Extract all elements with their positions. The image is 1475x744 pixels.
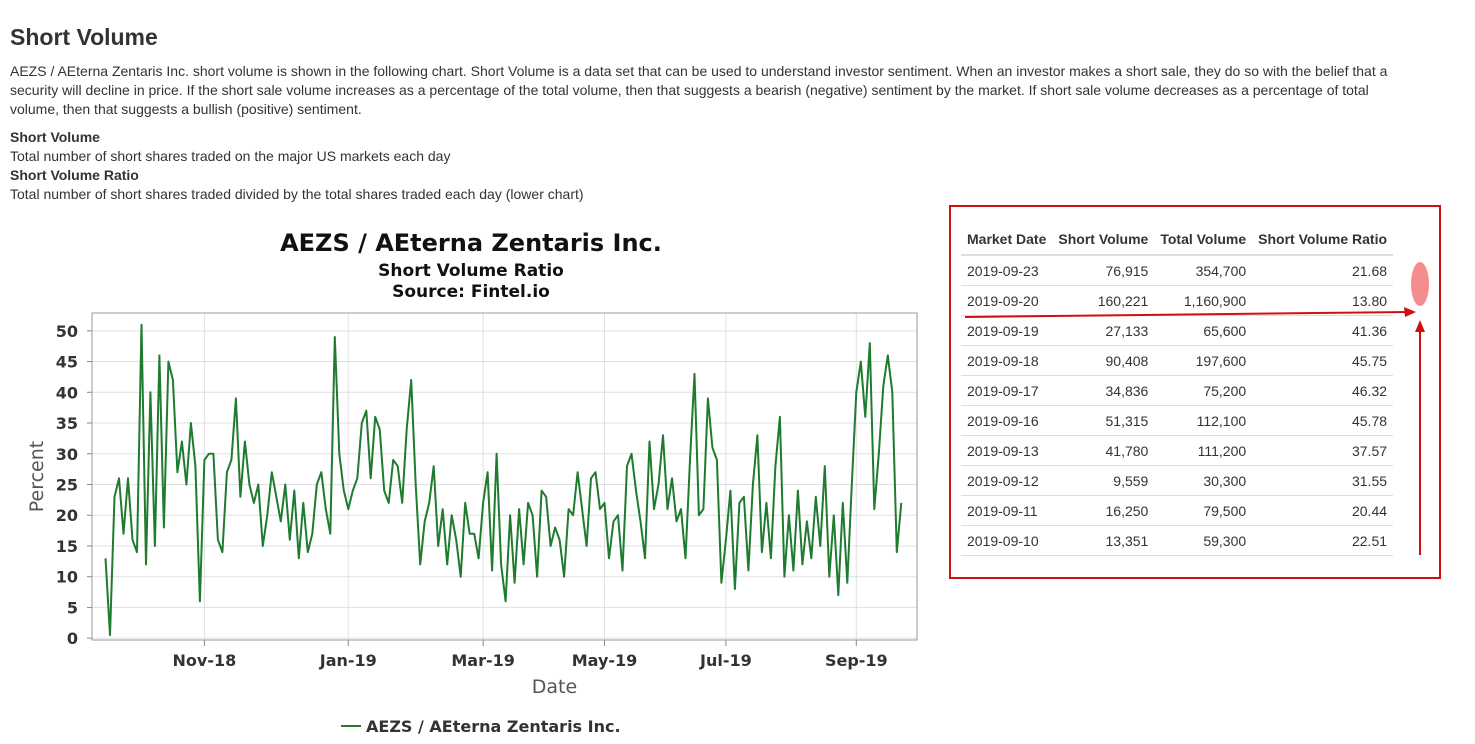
definition-term: Short Volume Ratio — [10, 167, 139, 183]
table-cell: 65,600 — [1154, 315, 1253, 346]
table-cell: 354,700 — [1154, 255, 1253, 286]
y-tick-label: 0 — [67, 629, 78, 648]
table-row: 2019-09-13 41,780 111,200 37.57 — [961, 435, 1394, 466]
table-cell: 31.55 — [1252, 465, 1394, 496]
table-cell: 20.44 — [1252, 495, 1394, 526]
table-cell: 45.75 — [1252, 345, 1394, 376]
data-line — [104, 323, 903, 637]
arrow-line — [964, 311, 1409, 318]
x-axis-label: Date — [532, 676, 577, 698]
y-tick-label: 35 — [56, 414, 78, 433]
column-header: Market Date — [961, 224, 1053, 256]
table-row: 2019-09-16 51,315 112,100 45.78 — [961, 405, 1394, 436]
table-cell: 37.57 — [1252, 435, 1394, 466]
definition: Short Volume Ratio Total number of short… — [10, 166, 584, 204]
table-cell: 45.78 — [1252, 405, 1394, 436]
header-row: Market Date Short Volume Total Volume Short… — [961, 224, 1394, 256]
table-cell: 2019-09-20 — [961, 285, 1053, 316]
table-cell: 2019-09-19 — [961, 315, 1053, 346]
y-tick-label: 25 — [56, 475, 78, 494]
table-cell: 2019-09-13 — [961, 435, 1053, 466]
arrow-head — [1404, 307, 1416, 317]
legend-label: AEZS / AEterna Zentaris Inc. — [366, 717, 621, 736]
table-cell: 34,836 — [1052, 375, 1155, 406]
y-tick-label: 5 — [67, 598, 78, 617]
table-cell: 2019-09-12 — [961, 465, 1053, 496]
intro-text: AEZS / AEterna Zentaris Inc. short volum… — [10, 63, 1388, 117]
table-cell: 21.68 — [1252, 255, 1394, 286]
table-row: 2019-09-17 34,836 75,200 46.32 — [961, 375, 1394, 406]
section-title: Short Volume — [10, 24, 158, 50]
table-row: 2019-09-12 9,559 30,300 31.55 — [961, 465, 1394, 496]
x-tick-label: Mar-19 — [451, 651, 515, 670]
column-header: Short Volume Ratio — [1252, 224, 1394, 256]
y-tick-label: 10 — [56, 568, 78, 587]
table-row: 2019-09-23 76,915 354,700 21.68 — [961, 255, 1394, 286]
table-cell: 51,315 — [1052, 405, 1155, 436]
table-cell: 90,408 — [1052, 345, 1155, 376]
y-tick-label: 30 — [56, 445, 78, 464]
y-tick-label: 45 — [56, 353, 78, 372]
table-cell: 2019-09-23 — [961, 255, 1053, 286]
table-cell: 13,351 — [1052, 525, 1155, 556]
table-cell: 16,250 — [1052, 495, 1155, 526]
table-cell: 27,133 — [1052, 315, 1155, 346]
highlight-box — [949, 205, 1441, 579]
definition-term: Short Volume — [10, 129, 100, 145]
table-cell: 9,559 — [1052, 465, 1155, 496]
column-header: Total Volume — [1154, 224, 1253, 256]
table-row: 2019-09-18 90,408 197,600 45.75 — [961, 345, 1394, 376]
table-cell: 59,300 — [1154, 525, 1253, 556]
y-tick-label: 15 — [56, 537, 78, 556]
chart-title: AEZS / AEterna Zentaris Inc. — [280, 229, 662, 257]
annotations — [964, 262, 1429, 555]
x-tick-label: Jul-19 — [699, 651, 752, 670]
table-row: 2019-09-10 13,351 59,300 22.51 — [961, 525, 1394, 556]
table-cell: 2019-09-18 — [961, 345, 1053, 376]
table-cell: 41.36 — [1252, 315, 1394, 346]
table-cell: 46.32 — [1252, 375, 1394, 406]
table-cell: 1,160,900 — [1154, 285, 1253, 316]
highlight-mark — [1411, 262, 1429, 306]
definition-text: Total number of short shares traded on t… — [10, 148, 451, 164]
y-axis-label: Percent — [26, 441, 48, 513]
arrow-head — [1415, 320, 1425, 332]
chart-subtitle: Source: Fintel.io — [392, 282, 550, 302]
table-cell: 79,500 — [1154, 495, 1253, 526]
y-tick-label: 50 — [56, 322, 78, 341]
table-row: 2019-09-20 160,221 1,160,900 13.80 — [961, 285, 1394, 316]
y-tick-label: 20 — [56, 506, 78, 525]
chart-subtitle: Short Volume Ratio — [378, 261, 564, 281]
x-tick-label: May-19 — [572, 651, 638, 670]
table-body: 2019-09-23 76,915 354,700 21.68 2019-09-20 16… — [961, 255, 1394, 556]
definition: Short Volume Total number of short share… — [10, 128, 450, 166]
plot-border — [91, 312, 918, 641]
table-cell: 2019-09-16 — [961, 405, 1053, 436]
table-cell: 2019-09-17 — [961, 375, 1053, 406]
table-cell: 111,200 — [1154, 435, 1253, 466]
table-cell: 22.51 — [1252, 525, 1394, 556]
table-cell: 197,600 — [1154, 345, 1253, 376]
table-row: 2019-09-11 16,250 79,500 20.44 — [961, 495, 1394, 526]
chart: AEZS / AEterna Zentaris Inc. Short Volume… — [26, 229, 918, 736]
table-row: 2019-09-19 27,133 65,600 41.36 — [961, 315, 1394, 346]
table-cell: 75,200 — [1154, 375, 1253, 406]
x-tick-label: Jan-19 — [319, 651, 377, 670]
table-cell: 76,915 — [1052, 255, 1155, 286]
x-tick-label: Sep-19 — [825, 651, 888, 670]
short-volume-table: Market Date Short Volume Total Volume Short… — [961, 224, 1394, 556]
table-cell: 30,300 — [1154, 465, 1253, 496]
table-cell: 41,780 — [1052, 435, 1155, 466]
table-cell: 2019-09-10 — [961, 525, 1053, 556]
x-tick-label: Nov-18 — [173, 651, 237, 670]
table-cell: 13.80 — [1252, 285, 1394, 316]
column-header: Short Volume — [1052, 224, 1155, 256]
y-tick-label: 40 — [56, 383, 78, 402]
definition-text: Total number of short shares traded divi… — [10, 186, 584, 202]
table-cell: 112,100 — [1154, 405, 1253, 436]
table-cell: 2019-09-11 — [961, 495, 1053, 526]
